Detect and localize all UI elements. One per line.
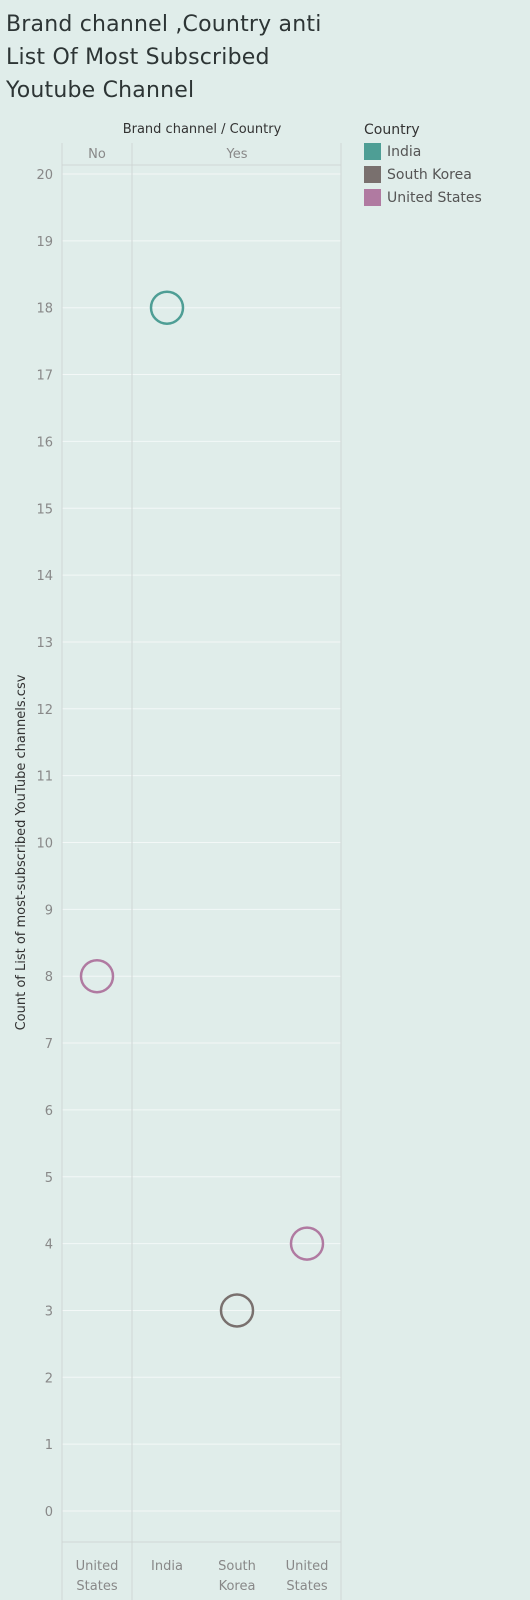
- x-tick-label: India: [151, 1559, 183, 1574]
- legend-swatch: [364, 189, 381, 206]
- legend-swatch: [364, 166, 381, 183]
- y-tick-label: 17: [36, 369, 53, 384]
- y-tick-label: 15: [36, 502, 53, 517]
- y-tick-label: 14: [36, 569, 53, 584]
- header-label: Brand channel / Country: [123, 122, 282, 137]
- legend-item[interactable]: South Korea: [364, 163, 482, 186]
- legend-item[interactable]: United States: [364, 186, 482, 209]
- legend-swatch: [364, 143, 381, 160]
- legend-title: Country: [364, 122, 420, 138]
- y-tick-label: 11: [36, 770, 53, 785]
- y-tick-label: 10: [36, 837, 53, 852]
- legend-item[interactable]: India: [364, 140, 482, 163]
- data-point: [79, 958, 115, 994]
- y-tick-label: 1: [45, 1438, 53, 1453]
- y-tick-label: 19: [36, 235, 53, 250]
- data-point: [289, 1226, 325, 1261]
- y-tick-label: 16: [36, 435, 53, 450]
- y-tick-label: 3: [45, 1304, 53, 1319]
- y-tick-label: 2: [45, 1371, 53, 1386]
- y-tick-label: 9: [45, 903, 53, 918]
- data-point: [149, 290, 185, 325]
- legend-label: India: [387, 143, 422, 160]
- legend-label: South Korea: [387, 166, 472, 183]
- x-tick-label: States: [76, 1579, 117, 1594]
- x-tick-label: States: [286, 1579, 327, 1594]
- y-tick-label: 12: [36, 703, 53, 718]
- y-tick-label: 7: [45, 1037, 53, 1052]
- y-tick-label: 4: [45, 1238, 53, 1253]
- x-tick-label: United: [76, 1559, 119, 1574]
- group-header: Yes: [226, 147, 248, 162]
- x-tick-label: South: [218, 1559, 256, 1574]
- y-axis-label: Count of List of most-subscribed YouTube…: [14, 674, 29, 1030]
- y-tick-label: 13: [36, 636, 53, 651]
- y-tick-label: 6: [45, 1104, 53, 1119]
- y-tick-label: 18: [36, 302, 53, 317]
- data-point: [219, 1293, 255, 1328]
- legend-label: United States: [387, 189, 482, 206]
- y-tick-label: 8: [45, 970, 53, 985]
- group-header: No: [88, 147, 106, 162]
- chart-title: Brand channel ,Country anti List Of Most…: [6, 12, 322, 103]
- x-tick-label: United: [286, 1559, 329, 1574]
- y-tick-label: 0: [45, 1505, 53, 1520]
- legend: Country India South Korea United States: [364, 122, 482, 209]
- y-tick-label: 20: [36, 168, 53, 183]
- y-tick-label: 5: [45, 1171, 53, 1186]
- x-tick-label: Korea: [219, 1579, 256, 1594]
